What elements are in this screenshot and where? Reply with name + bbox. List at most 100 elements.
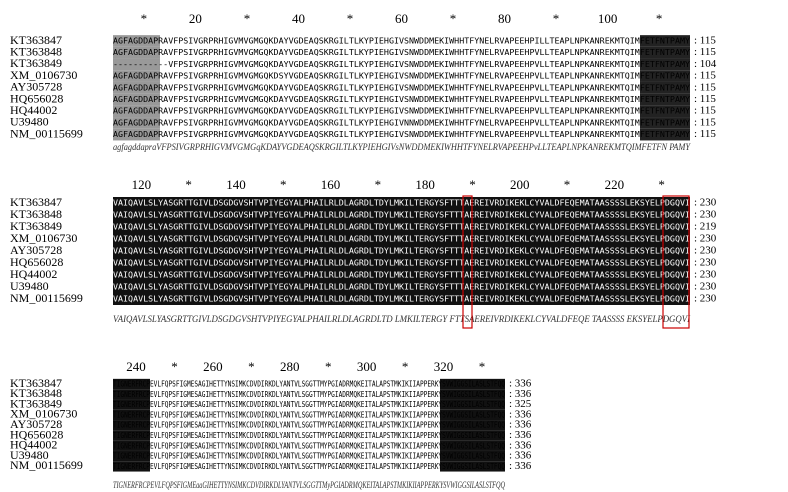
shading (113, 233, 690, 245)
sequence: AGFAGDDAPRAVFPSIVGRPRHIGVMVGMGQKDAYVGDEA… (113, 95, 690, 104)
shading (440, 430, 505, 441)
shading (113, 93, 160, 106)
shading (113, 105, 160, 118)
sequence: VAIQAVLSLYASGRTTGIVLDSGDGVSHTVPIYEGYALPH… (113, 223, 690, 232)
residue-count: : 336 (509, 439, 532, 451)
ruler-label: * (564, 177, 571, 192)
residue-count: : 230 (694, 293, 717, 305)
sequence: AGFAGDDAPRAVFPSIVGRPRHIGVMVGMGQKDSYVGDEA… (113, 72, 690, 81)
shading (113, 430, 150, 441)
shading (113, 269, 690, 281)
residue-count: : 336 (509, 460, 532, 472)
shading (113, 128, 160, 141)
sequence-name: U39480 (10, 115, 49, 129)
sequence-name: NM_00115699 (10, 126, 83, 140)
sequence-name: HQ656028 (10, 91, 63, 105)
residue-count: : 115 (694, 46, 716, 58)
residue-count: : 230 (694, 269, 717, 281)
shading (113, 257, 690, 269)
sequence: VAIQAVLSLYASGRTTGIVLDSGDGVSHTVPIYEGYALPH… (113, 235, 690, 244)
residue-count: : 115 (694, 128, 716, 140)
ruler-label: * (347, 11, 354, 26)
highlight-box (462, 195, 473, 329)
residue-count: : 115 (694, 81, 716, 93)
shading (640, 46, 690, 59)
sequence: VAIQAVLSLYASGRTTGIVLDSGDGVSHTVPIYEGYALPH… (113, 271, 690, 280)
sequence-name: AY305728 (10, 80, 62, 94)
sequence: AGFAGDDAPRAVFPSIVGRPRHIGVMVGMGQKDAYVGDEA… (113, 83, 690, 92)
residue-count: : 336 (509, 429, 532, 441)
ruler-label: * (171, 359, 178, 374)
ruler-label: 260 (203, 359, 223, 374)
residue-count: : 325 (509, 398, 532, 410)
sequence-name: KT363849 (10, 219, 62, 233)
residue-count: : 336 (509, 378, 532, 390)
sequence: AGFAGDDAPRAVFPSIVGRPRHIGVMVGMGQKDAYVGDEA… (113, 107, 690, 116)
shading (113, 209, 690, 221)
shading (440, 461, 505, 472)
shading (113, 58, 160, 71)
shading (440, 389, 505, 400)
sequence: TIGNERFRCPEVLFQPSFIGMESAGIHETTYNSIMKCDVD… (113, 380, 505, 389)
shading (640, 117, 690, 129)
sequence: AGFAGDDAPRAVFPSIVGRPRHIGVMVGMGQKDAYVGDEA… (113, 48, 690, 57)
residue-count: : 230 (694, 209, 717, 221)
residue-count: : 115 (694, 116, 716, 128)
shading (640, 93, 690, 106)
shading (640, 128, 690, 141)
ruler-label: 20 (189, 11, 202, 26)
ruler-label: 220 (605, 177, 625, 192)
sequence-name: HQ656028 (10, 255, 63, 269)
residue-count: : 115 (694, 105, 716, 117)
ruler-label: 40 (292, 11, 305, 26)
sequence: TIGNERFRCPEVLFQPSFIGMESAGIHETTYNSIMKCDVD… (113, 431, 505, 440)
consensus: TIGNERFRCPEVLFQPSFIGMEaaGIHETTYNSIMKCDVD… (113, 480, 505, 490)
shading (440, 399, 505, 410)
ruler-label: * (658, 177, 665, 192)
sequence: TIGNERFRCPEVLFQPSFIGMESAGIHETTYNSIMKCDVD… (113, 400, 505, 409)
shading (440, 378, 505, 390)
ruler-label: * (656, 11, 663, 26)
sequence-name: KT363848 (10, 207, 62, 221)
residue-count: : 336 (509, 450, 532, 462)
sequence: TIGNERFRCPEVLFQPSFIGMESAGIHETTYNSIMKCDVD… (113, 452, 505, 461)
sequence-name: KT363847 (10, 33, 62, 47)
ruler-label: * (553, 11, 560, 26)
ruler-label: * (244, 11, 251, 26)
shading (640, 81, 690, 94)
ruler-label: 280 (280, 359, 300, 374)
residue-count: : 115 (694, 70, 716, 82)
ruler-label: * (402, 359, 409, 374)
sequence-name: U39480 (10, 448, 49, 462)
shading (640, 105, 690, 118)
shading (640, 70, 690, 82)
sequence-name: U39480 (10, 279, 49, 293)
shading (113, 245, 690, 257)
shading (113, 81, 160, 94)
residue-count: : 230 (694, 233, 717, 245)
shading (113, 117, 160, 129)
shading (113, 35, 160, 47)
sequence: VAIQAVLSLYASGRTTGIVLDSGDGVSHTVPIYEGYALPH… (113, 259, 690, 268)
ruler-label: 160 (321, 177, 341, 192)
shading (113, 420, 150, 431)
shading (440, 420, 505, 431)
sequence-name: AY305728 (10, 243, 62, 257)
shading (440, 409, 505, 421)
residue-count: : 336 (509, 408, 532, 420)
residue-count: : 115 (694, 93, 716, 105)
ruler-label: 180 (415, 177, 435, 192)
ruler-label: * (325, 359, 332, 374)
sequence-name: KT363847 (10, 376, 62, 390)
sequence: TIGNERFRCPEVLFQPSFIGMESAGIHETTYNSIMKCDVD… (113, 410, 505, 419)
sequence-name: KT363848 (10, 44, 62, 58)
sequence-name: KT363849 (10, 56, 62, 70)
ruler-label: 60 (395, 11, 408, 26)
sequence-name: HQ44002 (10, 103, 57, 117)
shading (113, 399, 150, 410)
shading (113, 409, 150, 421)
ruler-label: 140 (226, 177, 246, 192)
sequence: AGFAGDDAPRAVFPSIVGRPRHIGVMVGMGQKDAYVGDEA… (113, 37, 690, 46)
ruler-label: * (469, 177, 476, 192)
